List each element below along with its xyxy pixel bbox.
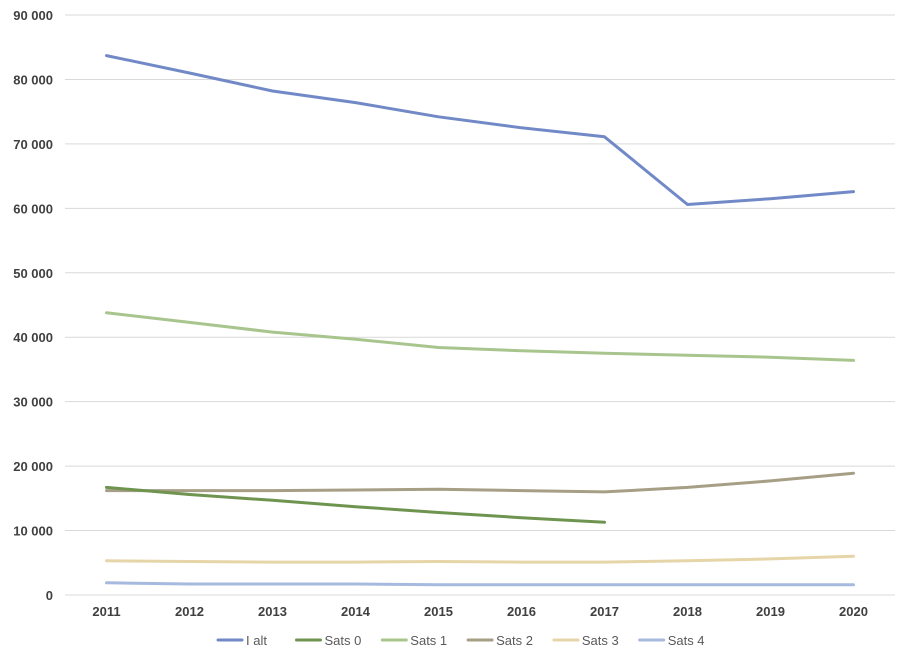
legend-label: Sats 3 bbox=[582, 633, 619, 648]
x-tick-label: 2016 bbox=[507, 604, 536, 619]
series-line-sats-1 bbox=[105, 311, 855, 362]
legend-item: Sats 0 bbox=[295, 633, 362, 648]
y-axis-ticks: 0 10 000 20 000 30 000 40 000 50 000 60 000 70 … bbox=[13, 8, 53, 603]
legend-label: Sats 2 bbox=[496, 633, 533, 648]
legend-item: Sats 3 bbox=[552, 633, 619, 648]
series-line-sats-4 bbox=[105, 581, 855, 587]
legend-item: Sats 4 bbox=[638, 633, 705, 648]
y-tick-label: 40 000 bbox=[13, 330, 53, 345]
x-tick-label: 2014 bbox=[341, 604, 371, 619]
series-line-i-alt bbox=[105, 54, 855, 206]
legend-item: Sats 2 bbox=[466, 633, 533, 648]
y-tick-label: 90 000 bbox=[13, 8, 53, 23]
legend-item: I alt bbox=[216, 633, 267, 648]
y-tick-label: 70 000 bbox=[13, 137, 53, 152]
x-tick-label: 2015 bbox=[424, 604, 453, 619]
gridlines bbox=[65, 14, 895, 596]
series-line-sats-2 bbox=[105, 471, 855, 494]
legend-item: Sats 1 bbox=[380, 633, 447, 648]
x-tick-label: 2020 bbox=[839, 604, 868, 619]
legend-label: Sats 4 bbox=[668, 633, 705, 648]
y-tick-label: 80 000 bbox=[13, 72, 53, 87]
x-tick-label: 2018 bbox=[673, 604, 702, 619]
x-tick-label: 2011 bbox=[92, 604, 120, 619]
y-tick-label: 20 000 bbox=[13, 459, 53, 474]
x-tick-label: 2019 bbox=[756, 604, 785, 619]
series-lines bbox=[105, 54, 855, 587]
legend-label: Sats 0 bbox=[325, 633, 362, 648]
legend-label: Sats 1 bbox=[410, 633, 447, 648]
x-axis-ticks: 2011 2012 2013 2014 2015 2016 2017 2018 2019 2020 bbox=[92, 604, 868, 619]
y-tick-label: 60 000 bbox=[13, 201, 53, 216]
legend-label: I alt bbox=[246, 633, 267, 648]
x-tick-label: 2012 bbox=[175, 604, 204, 619]
y-tick-label: 10 000 bbox=[13, 524, 53, 539]
x-tick-label: 2013 bbox=[258, 604, 287, 619]
x-tick-label: 2017 bbox=[590, 604, 619, 619]
series-line-sats-0 bbox=[105, 485, 606, 524]
series-line-sats-3 bbox=[105, 554, 855, 564]
y-tick-label: 30 000 bbox=[13, 395, 53, 410]
legend: I alt Sats 0 Sats 1 Sats 2 Sats 3 Sats 4 bbox=[216, 633, 705, 648]
y-tick-label: 0 bbox=[46, 588, 53, 603]
y-tick-label: 50 000 bbox=[13, 266, 53, 281]
